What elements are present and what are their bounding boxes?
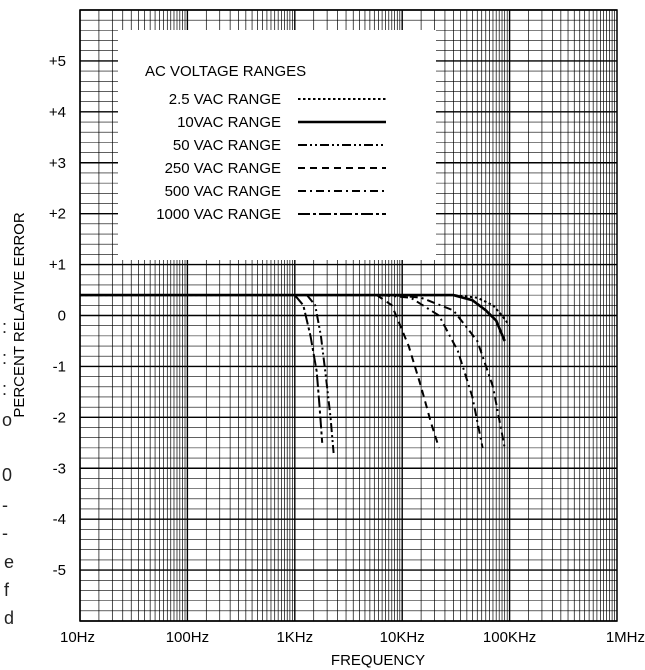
y-tick-label: +4 [49,104,66,121]
y-tick-label: -3 [53,460,66,477]
x-tick-label: 1MHz [606,629,645,646]
margin-text-fragment: - [2,495,8,515]
margin-text-fragment: f [4,580,10,600]
x-tick-label: 1KHz [276,629,313,646]
series-line [294,294,324,443]
legend-entry-label: 50 VAC RANGE [173,137,281,154]
margin-text-fragment: o [2,410,13,430]
series-line [376,294,440,449]
margin-text-fragment: : [2,348,8,368]
y-tick-label: -2 [53,409,66,426]
series-line [382,294,484,449]
y-tick-label: 0 [58,308,66,325]
margin-text-fragment: : [2,317,8,337]
series-line [306,294,335,454]
y-tick-label: -1 [53,358,66,375]
legend-entry-label: 10VAC RANGE [177,114,281,131]
y-tick-label: +2 [49,206,66,223]
y-tick-labels: +5 +4 +3 +2 +1 0 -1 -2 -3 -4 -5 [49,53,66,579]
legend-entry-label: 250 VAC RANGE [165,160,281,177]
margin-text-fragment: d [4,608,15,628]
y-tick-label: +1 [49,257,66,274]
y-tick-label: +5 [49,53,66,70]
margin-text-fragment: 0 [2,465,13,485]
legend-entry-label: 1000 VAC RANGE [156,206,281,223]
margin-text-fragment: : [2,379,8,399]
series-line [80,293,506,342]
x-axis-label: FREQUENCY [331,652,425,669]
x-tick-labels: 10Hz 100Hz 1KHz 10KHz 100KHz 1MHz [60,629,645,646]
legend: AC VOLTAGE RANGES 2.5 VAC RANGE 10VAC RAN… [145,63,386,223]
margin-text-fragment: e [4,552,15,572]
legend-entry-label: 500 VAC RANGE [165,183,281,200]
y-tick-label: -4 [53,511,66,528]
x-tick-label: 100Hz [166,629,209,646]
legend-title: AC VOLTAGE RANGES [145,63,306,80]
y-tick-label: +3 [49,155,66,172]
y-axis-label: PERCENT RELATIVE ERROR [11,212,28,417]
plot-frame [79,9,618,622]
x-tick-label: 100KHz [483,629,536,646]
x-tick-label: 10KHz [380,629,425,646]
y-tick-label: -5 [53,562,66,579]
margin-text-fragment: - [2,523,8,543]
x-tick-label: 10Hz [60,629,95,646]
series-layer [80,293,511,454]
series-line [391,294,506,449]
legend-entry-label: 2.5 VAC RANGE [169,91,281,108]
